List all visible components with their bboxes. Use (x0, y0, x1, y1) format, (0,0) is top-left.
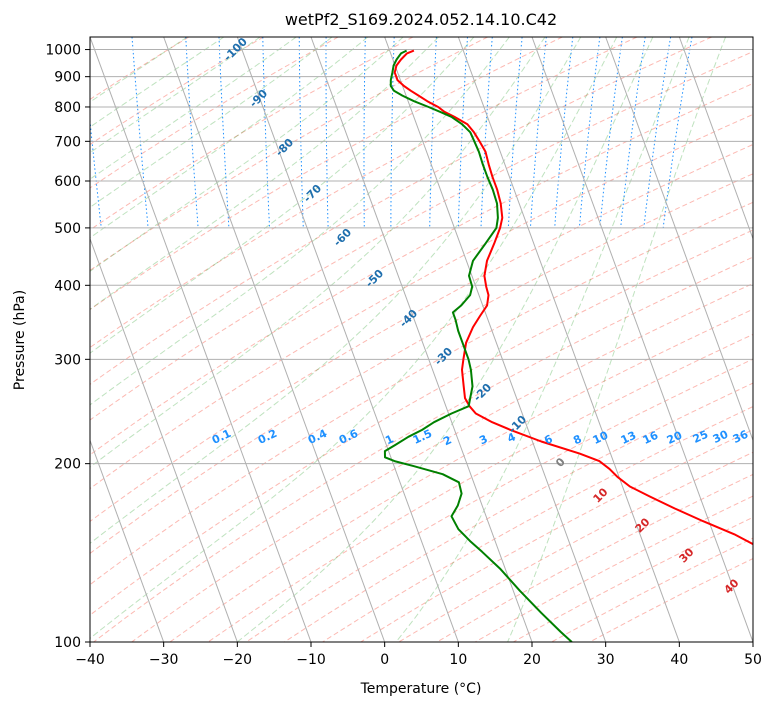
x-axis-title: Temperature (°C) (360, 681, 482, 697)
y-tick-label: 700 (54, 134, 81, 150)
temperature-profile-line (393, 49, 753, 546)
y-tick-label: 200 (54, 457, 81, 473)
isotherm-line (163, 37, 386, 642)
x-tick-label: −40 (75, 652, 105, 668)
mixing-ratio-label: 25 (691, 428, 710, 446)
mixing-ratio-label: 20 (665, 429, 685, 447)
isotherm-line (236, 37, 459, 642)
dry-adiabat-line (90, 229, 753, 616)
mixing-ratio-label: 30 (711, 428, 731, 446)
x-tick-label: 50 (744, 652, 762, 668)
dry-adiabat-line (90, 37, 488, 272)
mixing-ratio-label: 10 (591, 429, 611, 447)
mixing-ratio-line (554, 37, 574, 228)
x-tick-label: 30 (597, 652, 615, 668)
mixing-ratio-label: 13 (619, 429, 638, 447)
dry-adiabat-line (90, 173, 753, 555)
mixing-ratio-line (599, 37, 623, 228)
mixing-ratio-line (620, 37, 646, 228)
mixing-ratio-line (662, 37, 693, 228)
moist-adiabat-line (90, 37, 297, 180)
x-tick-label: −10 (296, 652, 326, 668)
dry-adiabat-line (90, 37, 563, 311)
dry-adiabat-line (90, 37, 712, 385)
moist-adiabat-line (90, 37, 439, 310)
dry-adiabat-line (90, 37, 638, 349)
moist-adiabat-line (90, 37, 475, 354)
dry-adiabat-line (90, 82, 753, 456)
isotherm-line (310, 37, 533, 642)
isotherm-line (90, 438, 165, 642)
background-lines (90, 37, 753, 642)
mixing-ratio-line (643, 37, 672, 228)
isotherm-line (752, 37, 753, 39)
moist-adiabat-line (90, 37, 188, 103)
x-tick-label: 10 (449, 652, 467, 668)
y-tick-label: 100 (54, 635, 81, 651)
y-tick-label: 1000 (45, 43, 81, 59)
moist-adiabat-line (395, 37, 690, 642)
mixing-ratio-label: 16 (641, 429, 661, 447)
isotherm-line (457, 37, 680, 642)
isotherm-line (678, 37, 753, 241)
y-tick-label: 800 (54, 100, 81, 116)
isotherm-line (90, 237, 238, 642)
moist-adiabat-line (507, 37, 727, 642)
mixing-ratio-label: 36 (731, 428, 751, 446)
x-tick-label: 0 (380, 652, 389, 668)
dry-adiabat-line (90, 37, 264, 146)
moist-adiabat-line (90, 37, 510, 406)
y-tick-label: 300 (54, 352, 81, 368)
profile-series (383, 49, 753, 642)
dry-adiabat-line (90, 51, 753, 421)
dewpoint-profile-line (383, 49, 573, 642)
moist-adiabat-line (90, 37, 404, 272)
dry-adiabat-line (90, 143, 753, 523)
isotherm-line (531, 37, 753, 642)
y-tick-label: 500 (54, 221, 81, 237)
x-tick-label: −20 (223, 652, 253, 668)
dry-adiabat-line (245, 358, 753, 642)
mixing-ratio-line (529, 37, 547, 228)
moist-adiabat-line (90, 37, 369, 239)
moist-adiabat-line (90, 37, 225, 128)
moist-adiabat-line (90, 37, 261, 154)
y-tick-label: 900 (54, 70, 81, 86)
dry-adiabat-line (284, 382, 753, 642)
isotherm-line (384, 37, 607, 642)
plot-frame (89, 36, 754, 643)
moist-adiabat-line (90, 37, 546, 468)
mixing-ratio-line (90, 116, 102, 228)
y-tick-label: 600 (54, 174, 81, 190)
mixing-ratio-line (578, 37, 601, 228)
x-tick-label: −30 (149, 652, 179, 668)
axes: −40 −30 −20 −10 0 10 20 30 40 50 1000 900 800 700 600 5… (45, 43, 762, 668)
dry-adiabat-line (93, 256, 753, 642)
mixing-ratio-line (507, 37, 523, 228)
y-tick-label: 400 (54, 278, 81, 294)
y-axis-title: Pressure (hPa) (12, 290, 28, 390)
isotherm-line (90, 37, 312, 642)
isotherm-line (605, 37, 753, 442)
x-tick-label: 40 (670, 652, 688, 668)
dry-adiabat-line (90, 201, 753, 586)
x-tick-label: 20 (523, 652, 541, 668)
moist-adiabat-line (90, 37, 618, 640)
moist-adiabat-line (90, 37, 582, 544)
chart-title: wetPf2_S169.2024.052.14.10.C42 (285, 10, 557, 30)
